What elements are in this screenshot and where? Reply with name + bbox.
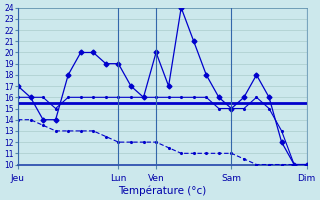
X-axis label: Température (°c): Température (°c) — [118, 185, 206, 196]
